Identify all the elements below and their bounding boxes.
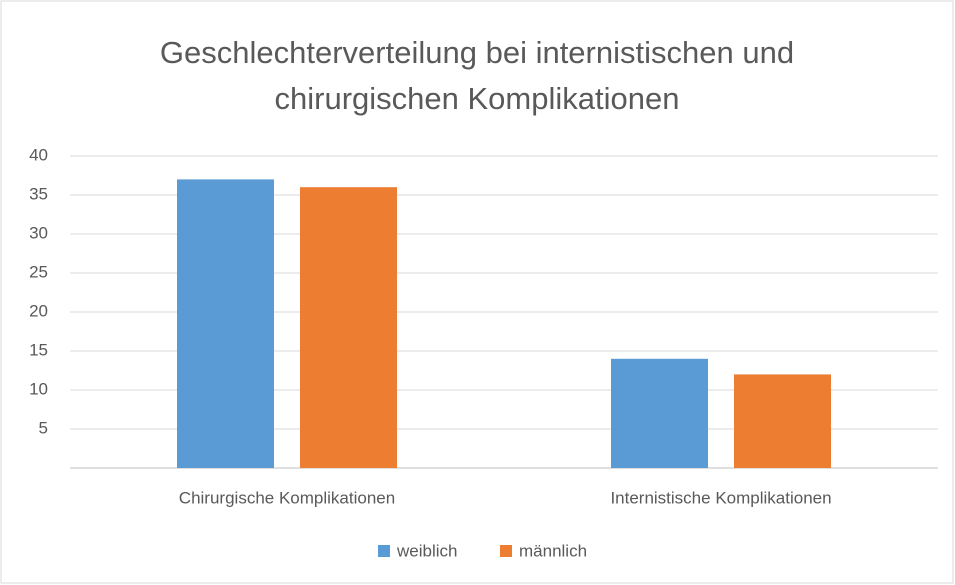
legend-label: weiblich [396, 541, 457, 560]
y-tick-label: 10 [29, 379, 48, 398]
legend-label: männlich [519, 541, 587, 560]
bar [177, 179, 274, 468]
y-tick-label: 35 [29, 184, 48, 203]
y-tick-label: 25 [29, 262, 48, 281]
y-tick-label: 40 [29, 145, 48, 164]
y-tick-label: 5 [39, 418, 48, 437]
y-tick-label: 30 [29, 223, 48, 242]
bar [611, 358, 708, 468]
y-tick-label: 15 [29, 340, 48, 359]
bar [734, 374, 831, 468]
x-tick-label: Chirurgische Komplikationen [179, 488, 395, 507]
legend-swatch [378, 545, 390, 557]
bar [300, 187, 397, 468]
legend-swatch [500, 545, 512, 557]
y-tick-label: 20 [29, 301, 48, 320]
x-tick-label: Internistische Komplikationen [610, 488, 831, 507]
chart-title: Geschlechterverteilung bei internistisch… [159, 35, 795, 116]
